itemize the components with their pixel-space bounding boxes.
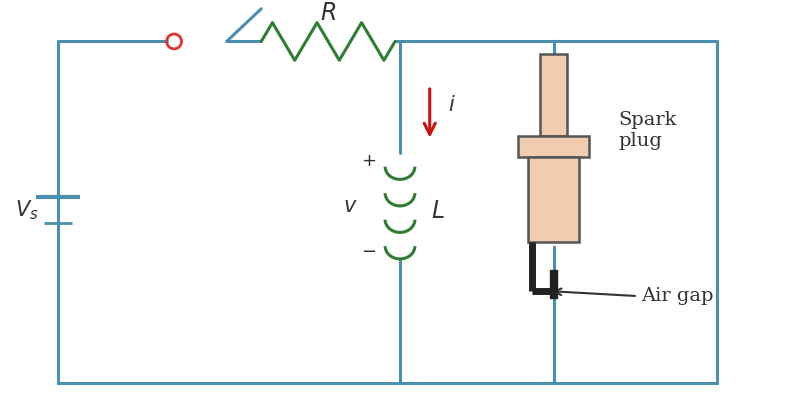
Text: $-$: $-$	[360, 240, 376, 259]
Text: $R$: $R$	[320, 2, 336, 25]
Text: $V_s$: $V_s$	[14, 198, 38, 222]
Bar	[518, 135, 590, 157]
Text: $i$: $i$	[448, 95, 456, 115]
Bar	[528, 157, 579, 242]
Bar	[540, 55, 567, 135]
Bar	[550, 271, 557, 298]
Text: Air gap: Air gap	[641, 287, 713, 305]
Text: Spark
plug: Spark plug	[618, 111, 677, 150]
Text: $+$: $+$	[360, 152, 376, 170]
Text: $L$: $L$	[431, 200, 445, 223]
Text: $v$: $v$	[343, 197, 358, 216]
